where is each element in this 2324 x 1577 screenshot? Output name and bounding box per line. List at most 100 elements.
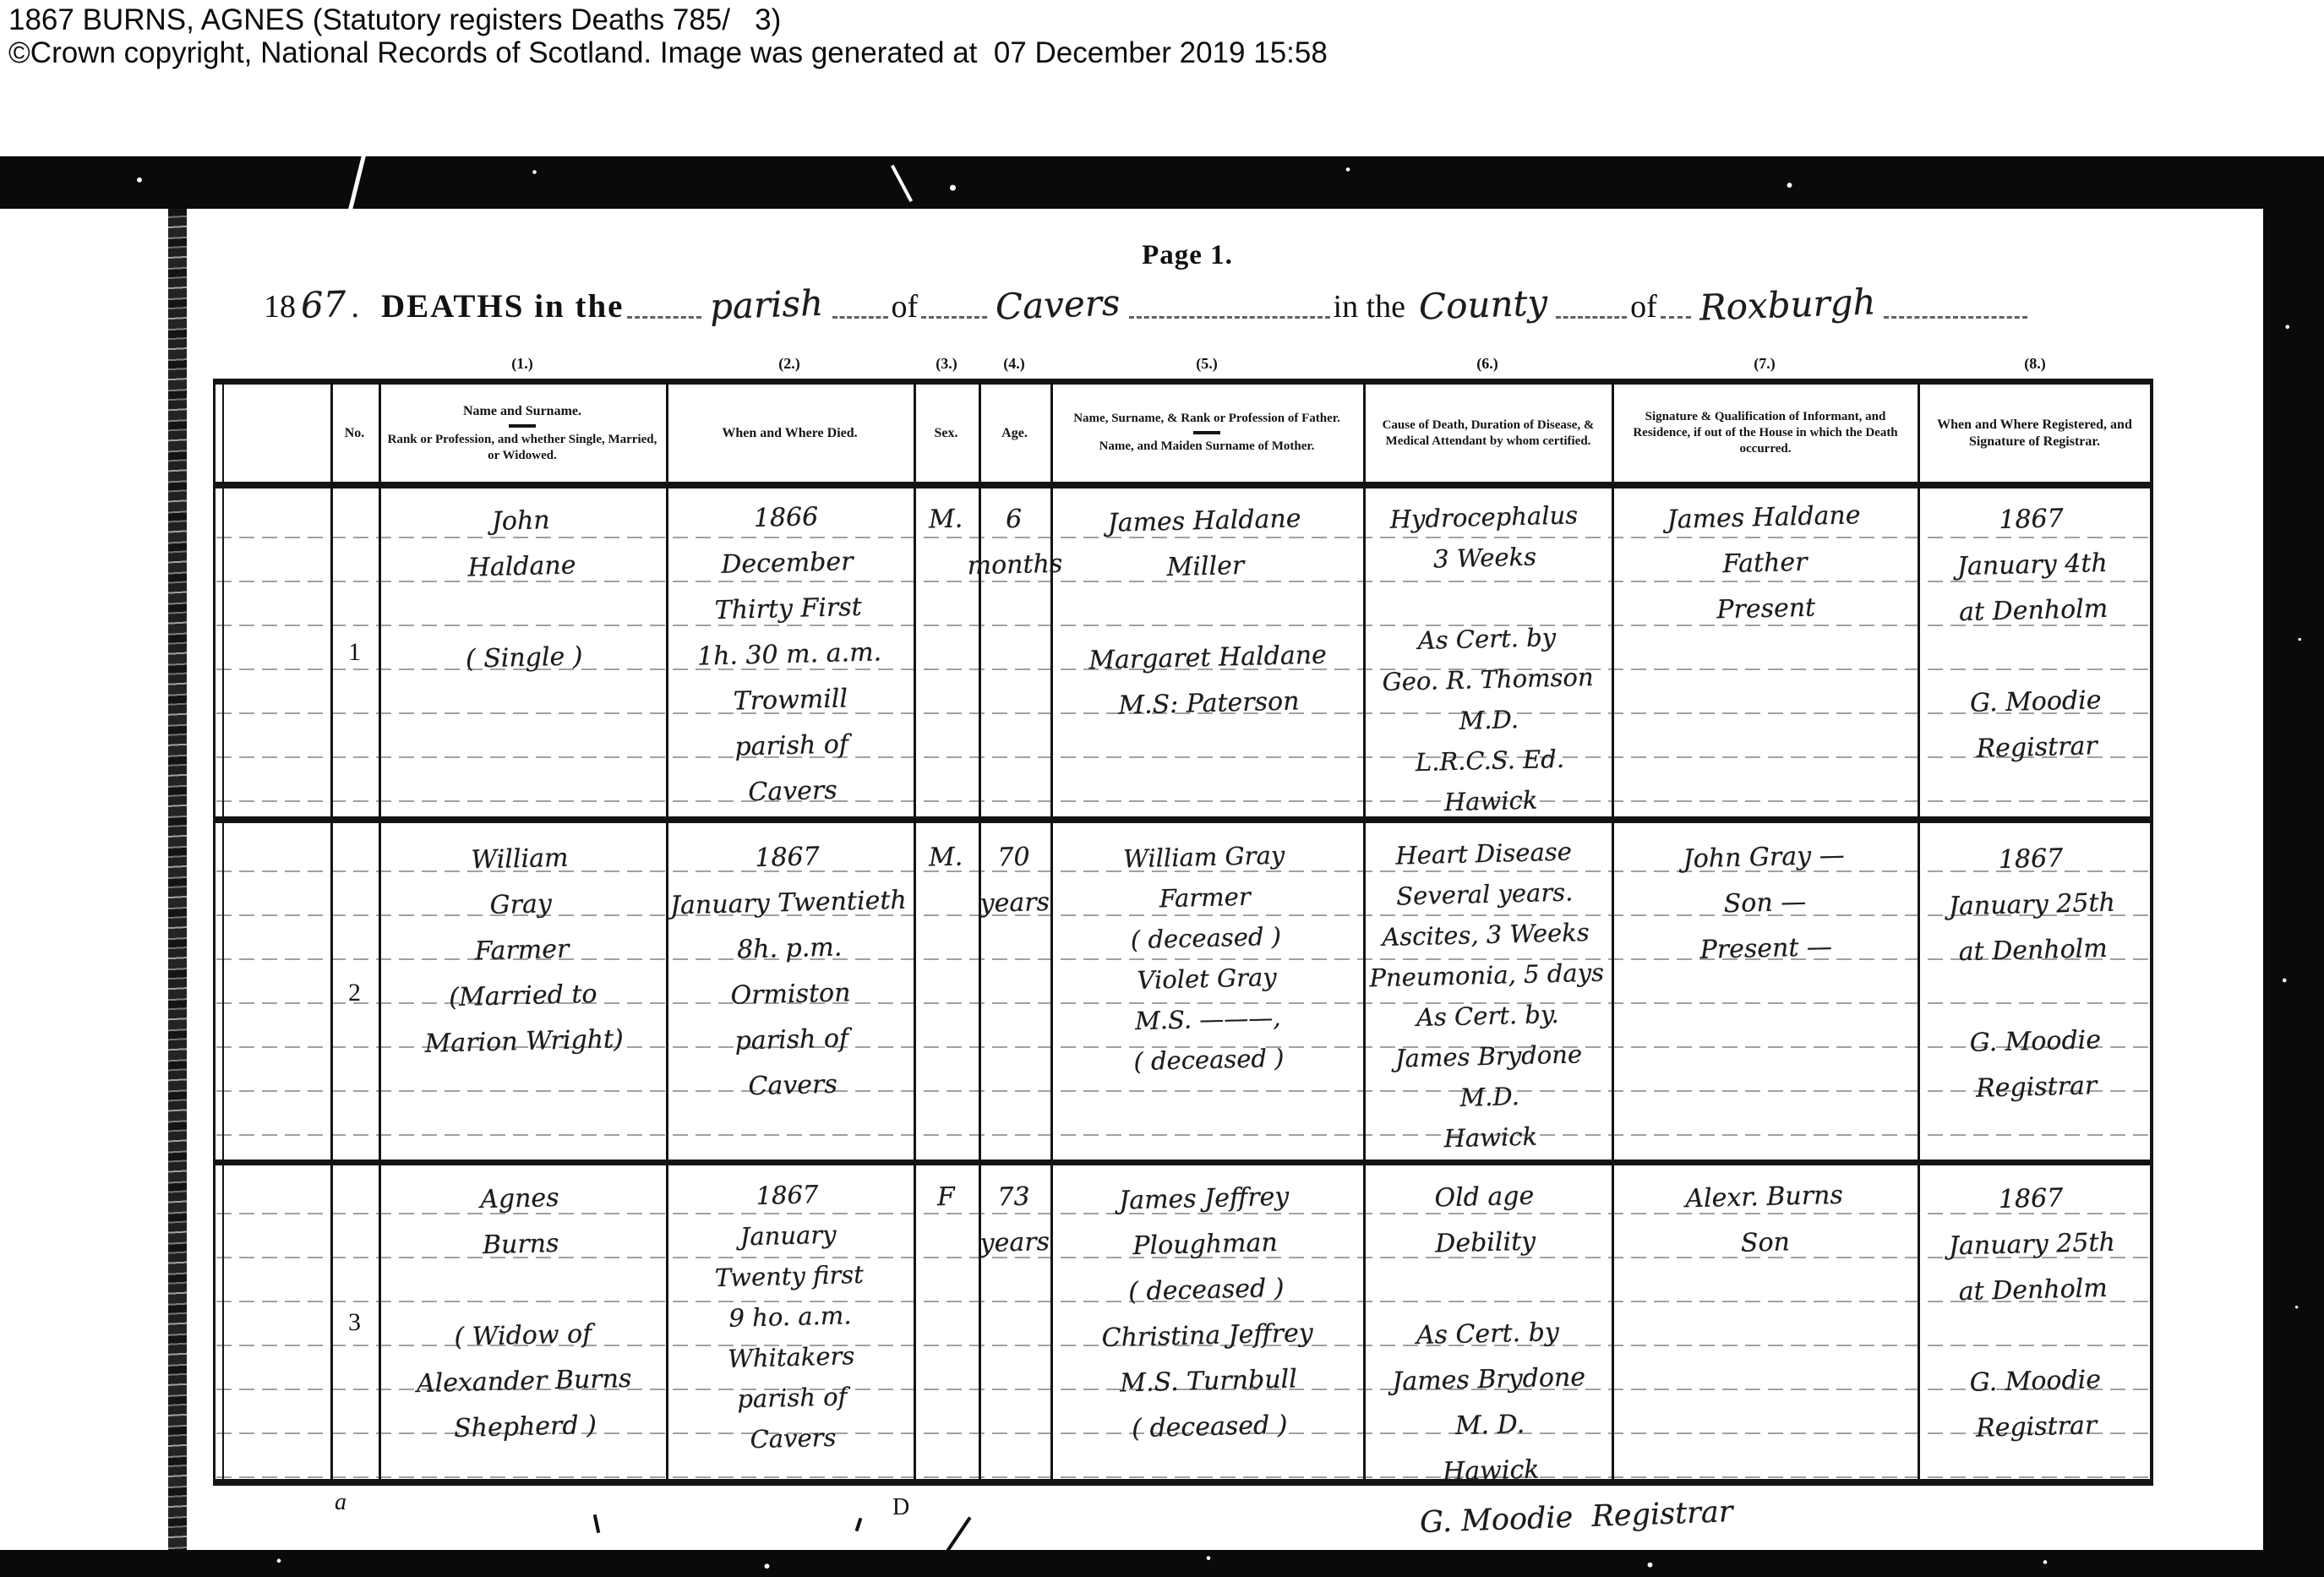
row1-entry-number: 1	[348, 638, 361, 666]
row2-parents: William Gray Farmer ( deceased ) Violet …	[1123, 840, 1286, 1077]
header-sex: Sex.	[934, 425, 958, 440]
header-dash	[1193, 431, 1220, 434]
title-year-handwritten: 67	[300, 283, 347, 326]
column-number-3: (3.)	[936, 355, 957, 372]
title-dash	[921, 313, 988, 319]
table-border-right	[2150, 379, 2153, 1486]
column-line-name	[379, 379, 381, 1486]
row3-informant: Alexr. Burns Son	[1684, 1180, 1843, 1258]
title-year-printed: 18	[264, 289, 296, 325]
column-line-died	[666, 379, 668, 1486]
row2-sex: M.	[928, 842, 964, 873]
title-dash	[627, 313, 702, 319]
table-border-left-inner	[222, 379, 224, 1486]
header-age: Age.	[1001, 425, 1028, 440]
table-border-left	[213, 379, 215, 1486]
row2-age: 70 years	[979, 842, 1050, 919]
row3-parents: James Jeffrey Ploughman ( deceased ) Chr…	[1101, 1181, 1314, 1444]
registrar-signature: G. Moodie Registrar	[1419, 1495, 1734, 1541]
column-number-7: (7.)	[1754, 355, 1776, 372]
row2-registered: 1867 January 25th at Denholm G. Moodie R…	[1948, 843, 2116, 1104]
page-number: Page 1.	[1142, 240, 1233, 270]
scratch-mark	[347, 153, 367, 212]
header-name: Name and Surname. Rank or Profession, an…	[387, 403, 657, 462]
row3-sex: F	[936, 1181, 956, 1213]
title-dash	[832, 313, 888, 319]
column-line-no	[330, 379, 333, 1486]
register-title: 18 67 . DEATHS in the parish of Cavers i…	[264, 281, 2157, 329]
row3-registered: 1867 January 25th at Denholm G. Moodie R…	[1948, 1183, 2116, 1443]
row1-informant: James Haldane Father Present	[1666, 500, 1861, 625]
title-in-the: in the	[1333, 289, 1406, 325]
scratch-mark	[890, 164, 914, 203]
title-county-name: Roxburgh	[1699, 281, 1877, 329]
row2-died: 1867 January Twentieth 8h. p.m. Ormiston…	[669, 842, 907, 1102]
row1-died: 1866 December Thirty First 1h. 30 m. a.m…	[697, 502, 882, 808]
title-period: .	[351, 289, 359, 325]
header-cause: Cause of Death, Duration of Disease, & M…	[1382, 417, 1595, 448]
row3-ruled-lines	[216, 1170, 2148, 1479]
caption-title: 1867 BURNS, AGNES (Statutory registers D…	[8, 3, 782, 36]
title-dash	[1556, 313, 1628, 319]
stray-mark	[854, 1517, 863, 1532]
column-line-age	[979, 379, 981, 1486]
row3-entry-number: 3	[348, 1308, 361, 1336]
column-number-4: (4.)	[1003, 355, 1025, 372]
table-border-bottom	[213, 1479, 2153, 1486]
row3-age: 73 years	[979, 1181, 1050, 1258]
column-number-2: (2.)	[778, 355, 800, 372]
header-registered: When and Where Registered, and Signature…	[1937, 417, 2132, 449]
table-border-top	[213, 379, 2153, 385]
binding-edge	[168, 209, 187, 1551]
stray-mark	[592, 1514, 601, 1534]
title-parish-name: Cavers	[995, 281, 1121, 328]
title-deaths-phrase: DEATHS in the	[380, 288, 625, 325]
title-county-word: County	[1418, 281, 1548, 328]
title-dash	[1128, 313, 1330, 319]
column-line-informant	[1612, 379, 1614, 1486]
header-no: No.	[344, 425, 365, 440]
column-number-1: (1.)	[511, 355, 533, 372]
footer-letter-a: a	[335, 1489, 346, 1515]
title-of-1: of	[891, 289, 919, 325]
row3-cause: Old age Debility As Cert. by James Brydo…	[1391, 1181, 1586, 1487]
title-of-2: of	[1630, 289, 1657, 325]
title-dash	[1660, 313, 1691, 319]
row1-age: 6 months	[967, 504, 1063, 581]
row1-registered: 1867 January 4th at Denholm G. Moodie Re…	[1956, 504, 2109, 764]
header-died: When and Where Died.	[722, 425, 858, 440]
header-parents: Name, Surname, & Rank or Profession of F…	[1073, 412, 1340, 453]
column-line-cause	[1363, 379, 1366, 1486]
row1-cause: Hydrocephalus 3 Weeks As Cert. by Geo. R…	[1382, 500, 1594, 817]
row2-cause: Heart Disease Several years. Ascites, 3 …	[1369, 837, 1605, 1154]
row2-informant: John Gray — Son — Present —	[1682, 840, 1845, 965]
row3-name: Agnes Burns ( Widow of Alexander Burns S…	[416, 1182, 632, 1444]
caption: 1867 BURNS, AGNES (Statutory registers D…	[8, 3, 1328, 69]
row2-ruled-lines	[216, 828, 2148, 1160]
scan-border-top	[0, 153, 2324, 212]
column-line-registered	[1918, 379, 1920, 1486]
row1-parents: James Haldane Miller Margaret Haldane M.…	[1088, 504, 1328, 721]
row2-divider-line	[213, 1160, 2153, 1165]
row1-name: John Haldane ( Single )	[465, 505, 583, 674]
scan-border-bottom	[0, 1550, 2324, 1577]
caption-copyright: ©Crown copyright, National Records of Sc…	[8, 36, 1328, 69]
row2-name: William Gray Farmer (Married to Marion W…	[424, 843, 625, 1059]
header-informant: Signature & Qualification of Informant, …	[1633, 410, 1898, 456]
column-number-8: (8.)	[2024, 355, 2046, 372]
column-number-6: (6.)	[1476, 355, 1498, 372]
title-parish-word: parish	[709, 281, 825, 328]
footer-letter-d: D	[892, 1494, 910, 1520]
header-dash	[509, 423, 536, 428]
row2-entry-number: 2	[348, 979, 361, 1007]
scan-border-right	[2263, 156, 2324, 1577]
header-divider-line	[213, 482, 2153, 488]
column-line-parents	[1050, 379, 1053, 1486]
column-line-sex	[914, 379, 916, 1486]
title-dash	[1884, 313, 2028, 319]
row1-divider-line	[213, 816, 2153, 823]
column-number-5: (5.)	[1196, 355, 1218, 372]
row3-died: 1867 January Twenty first 9 ho. a.m. Whi…	[713, 1180, 864, 1454]
row1-ruled-lines	[216, 494, 2148, 816]
